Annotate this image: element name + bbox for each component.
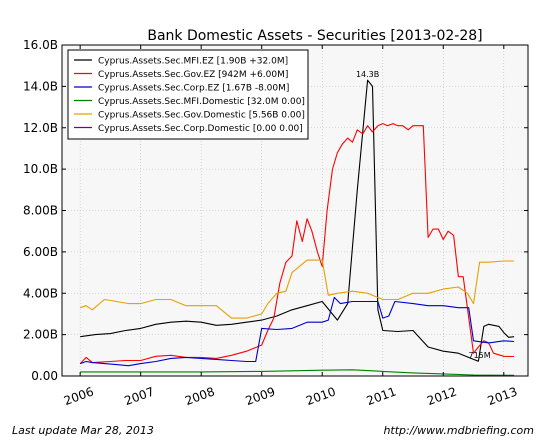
y-tick-label: 12.0B	[23, 121, 58, 135]
series-line-3	[80, 369, 515, 376]
y-tick-label: 14.0B	[23, 79, 58, 93]
x-tick-label: 2011	[365, 384, 398, 408]
y-tick-label: 2.00B	[23, 328, 58, 342]
series-line-2	[80, 296, 515, 367]
x-tick-label: 2008	[183, 384, 216, 408]
annotation-label: 14.3B	[356, 70, 379, 79]
legend-label-2: Cyprus.Assets.Sec.Corp.EZ [1.67B -8.00M]	[98, 84, 289, 94]
legend-label-3: Cyprus.Assets.Sec.MFI.Domestic [32.0M 0.…	[98, 97, 305, 107]
x-tick-label: 2013	[486, 384, 519, 408]
x-tick-label: 2010	[304, 384, 337, 408]
y-tick-label: 16.0B	[23, 38, 58, 52]
x-tick-label: 2007	[123, 384, 156, 408]
x-tick-label: 2012	[425, 384, 458, 408]
legend-label-0: Cyprus.Assets.Sec.MFI.EZ [1.90B +32.0M]	[98, 57, 288, 67]
x-tick-label: 2009	[244, 384, 277, 408]
last-update-text: Last update Mar 28, 2013	[12, 424, 154, 437]
y-tick-label: 8.00B	[23, 204, 58, 218]
annotation-label: 715M	[468, 351, 490, 360]
legend-label-5: Cyprus.Assets.Sec.Corp.Domestic [0.00 0.…	[98, 124, 303, 134]
legend-label-4: Cyprus.Assets.Sec.Gov.Domestic [5.56B 0.…	[98, 111, 305, 121]
x-tick-label: 2006	[62, 384, 95, 408]
chart-title: Bank Domestic Assets - Securities [2013-…	[147, 28, 482, 44]
y-tick-label: 0.00	[31, 369, 58, 383]
series-line-1	[79, 123, 515, 364]
legend-box	[67, 49, 309, 140]
series-line-0	[80, 79, 515, 362]
y-tick-label: 6.00B	[23, 245, 58, 259]
legend-label-1: Cyprus.Assets.Sec.Gov.EZ [942M +6.00M]	[98, 70, 288, 80]
source-url-link[interactable]: http://www.mdbriefing.com	[383, 424, 534, 437]
y-tick-label: 4.00B	[23, 286, 58, 300]
series-line-4	[80, 259, 515, 319]
y-tick-label: 10.0B	[23, 162, 58, 176]
